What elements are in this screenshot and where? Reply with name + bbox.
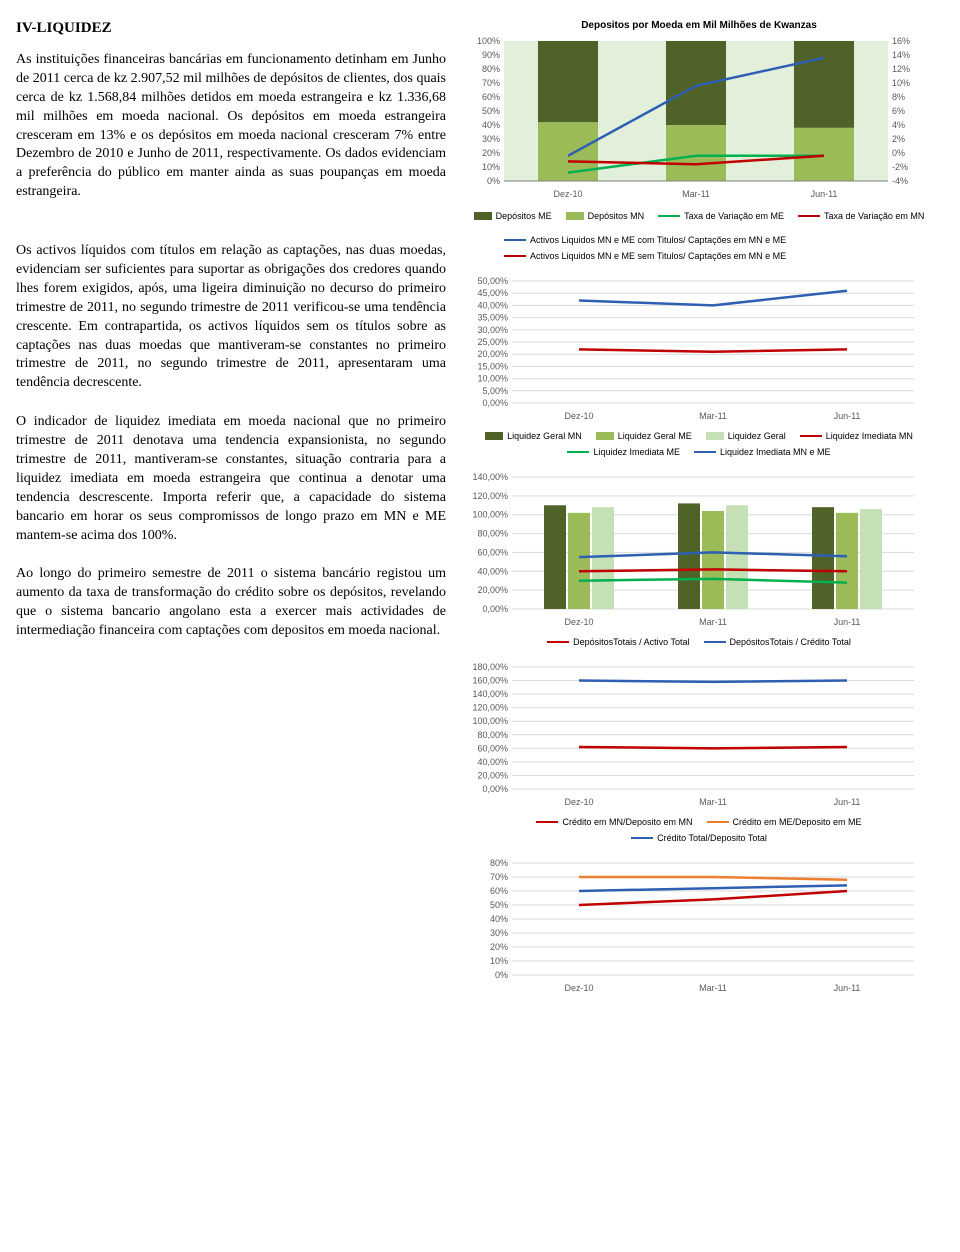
svg-text:8%: 8% — [892, 92, 905, 102]
svg-text:Mar-11: Mar-11 — [699, 411, 727, 421]
svg-text:6%: 6% — [892, 106, 905, 116]
chart2: 0,00% 5,00% 10,00% 15,00% 20,00% 25,00% 30,00%… — [464, 275, 934, 425]
svg-text:0%: 0% — [495, 970, 508, 980]
svg-text:Jun-11: Jun-11 — [834, 617, 861, 627]
chart3: 0,00% 20,00% 40,00% 60,00% 80,00% 100,00% 120,… — [464, 471, 934, 631]
svg-text:0%: 0% — [892, 148, 905, 158]
svg-text:50%: 50% — [482, 106, 500, 116]
svg-text:-4%: -4% — [892, 176, 908, 186]
svg-text:4%: 4% — [892, 120, 905, 130]
svg-text:Dez-10: Dez-10 — [564, 983, 593, 993]
svg-text:10%: 10% — [482, 162, 500, 172]
svg-text:Dez-10: Dez-10 — [564, 411, 593, 421]
svg-text:30%: 30% — [482, 134, 500, 144]
svg-text:80%: 80% — [490, 858, 508, 868]
svg-text:45,00%: 45,00% — [477, 288, 508, 298]
svg-text:Dez-10: Dez-10 — [553, 189, 582, 199]
svg-text:0,00%: 0,00% — [482, 784, 508, 794]
svg-text:Mar-11: Mar-11 — [699, 983, 727, 993]
svg-text:-2%: -2% — [892, 162, 908, 172]
svg-text:90%: 90% — [482, 50, 500, 60]
chart2-legend: Liquidez Geral MNLiquidez Geral MELiquid… — [464, 431, 934, 457]
svg-text:20%: 20% — [490, 942, 508, 952]
svg-text:100%: 100% — [477, 36, 500, 46]
paragraph-3: O indicador de liquidez imediata em moed… — [16, 413, 446, 545]
svg-text:0,00%: 0,00% — [482, 398, 508, 408]
svg-text:40,00%: 40,00% — [477, 566, 508, 576]
svg-text:Jun-11: Jun-11 — [834, 797, 861, 807]
svg-text:Dez-10: Dez-10 — [564, 797, 593, 807]
svg-text:25,00%: 25,00% — [477, 337, 508, 347]
paragraph-2: Os activos líquidos com títulos em relaç… — [16, 242, 446, 393]
svg-text:40%: 40% — [482, 120, 500, 130]
svg-text:140,00%: 140,00% — [472, 689, 508, 699]
svg-text:10,00%: 10,00% — [477, 374, 508, 384]
svg-text:Mar-11: Mar-11 — [699, 797, 727, 807]
svg-text:5,00%: 5,00% — [482, 386, 508, 396]
svg-text:70%: 70% — [490, 872, 508, 882]
svg-text:80%: 80% — [482, 64, 500, 74]
svg-text:50%: 50% — [490, 900, 508, 910]
svg-text:160,00%: 160,00% — [472, 676, 508, 686]
svg-text:0,00%: 0,00% — [482, 604, 508, 614]
chart4-legend: Crédito em MN/Deposito em MNCrédito em M… — [464, 817, 934, 843]
svg-text:100,00%: 100,00% — [472, 510, 508, 520]
paragraph-4: Ao longo do primeiro semestre de 2011 o … — [16, 565, 446, 641]
svg-text:20,00%: 20,00% — [477, 349, 508, 359]
svg-text:120,00%: 120,00% — [472, 491, 508, 501]
svg-text:100,00%: 100,00% — [472, 716, 508, 726]
chart3-legend: DepósitosTotais / Activo TotalDepósitosT… — [464, 637, 934, 647]
svg-text:16%: 16% — [892, 36, 910, 46]
svg-text:10%: 10% — [892, 78, 910, 88]
svg-text:2%: 2% — [892, 134, 905, 144]
svg-text:Dez-10: Dez-10 — [564, 617, 593, 627]
svg-text:Mar-11: Mar-11 — [699, 617, 727, 627]
svg-text:15,00%: 15,00% — [477, 361, 508, 371]
svg-text:10%: 10% — [490, 956, 508, 966]
svg-text:40%: 40% — [490, 914, 508, 924]
chart1: 0% 10% 20% 30% 40% 50% 60% 70% 80% 90% 100% -4% -2% 0… — [464, 35, 934, 205]
paragraph-1: As instituições financeiras bancárias em… — [16, 51, 446, 202]
svg-text:60,00%: 60,00% — [477, 743, 508, 753]
svg-text:80,00%: 80,00% — [477, 730, 508, 740]
svg-text:140,00%: 140,00% — [472, 472, 508, 482]
svg-text:60%: 60% — [482, 92, 500, 102]
svg-text:12%: 12% — [892, 64, 910, 74]
section-heading: IV-LIQUIDEZ — [16, 20, 446, 37]
svg-text:0%: 0% — [487, 176, 500, 186]
svg-text:Jun-11: Jun-11 — [834, 983, 861, 993]
chart1-legend: Depósitos MEDepósitos MNTaxa de Variação… — [464, 211, 934, 221]
svg-text:80,00%: 80,00% — [477, 529, 508, 539]
chart4: 0,00% 20,00% 40,00% 60,00% 80,00% 100,00% 120,… — [464, 661, 934, 811]
chart5: 0% 10% 20% 30% 40% 50% 60% 70% 80% Dez-10 Mar-11 Ju… — [464, 857, 934, 997]
svg-text:40,00%: 40,00% — [477, 757, 508, 767]
svg-text:20,00%: 20,00% — [477, 770, 508, 780]
svg-text:Mar-11: Mar-11 — [682, 189, 710, 199]
svg-text:30%: 30% — [490, 928, 508, 938]
svg-text:40,00%: 40,00% — [477, 300, 508, 310]
svg-text:60,00%: 60,00% — [477, 547, 508, 557]
svg-text:60%: 60% — [490, 886, 508, 896]
svg-text:50,00%: 50,00% — [477, 276, 508, 286]
chart1-legend-b: Activos Liquidos MN e ME com Titulos/ Ca… — [504, 235, 934, 261]
svg-text:20%: 20% — [482, 148, 500, 158]
svg-text:Jun-11: Jun-11 — [811, 189, 838, 199]
svg-text:Jun-11: Jun-11 — [834, 411, 861, 421]
svg-text:30,00%: 30,00% — [477, 325, 508, 335]
chart1-title: Depositos por Moeda em Mil Milhões de Kw… — [464, 20, 934, 31]
svg-text:14%: 14% — [892, 50, 910, 60]
svg-text:180,00%: 180,00% — [472, 662, 508, 672]
svg-text:20,00%: 20,00% — [477, 585, 508, 595]
svg-text:35,00%: 35,00% — [477, 313, 508, 323]
svg-text:120,00%: 120,00% — [472, 703, 508, 713]
svg-text:70%: 70% — [482, 78, 500, 88]
